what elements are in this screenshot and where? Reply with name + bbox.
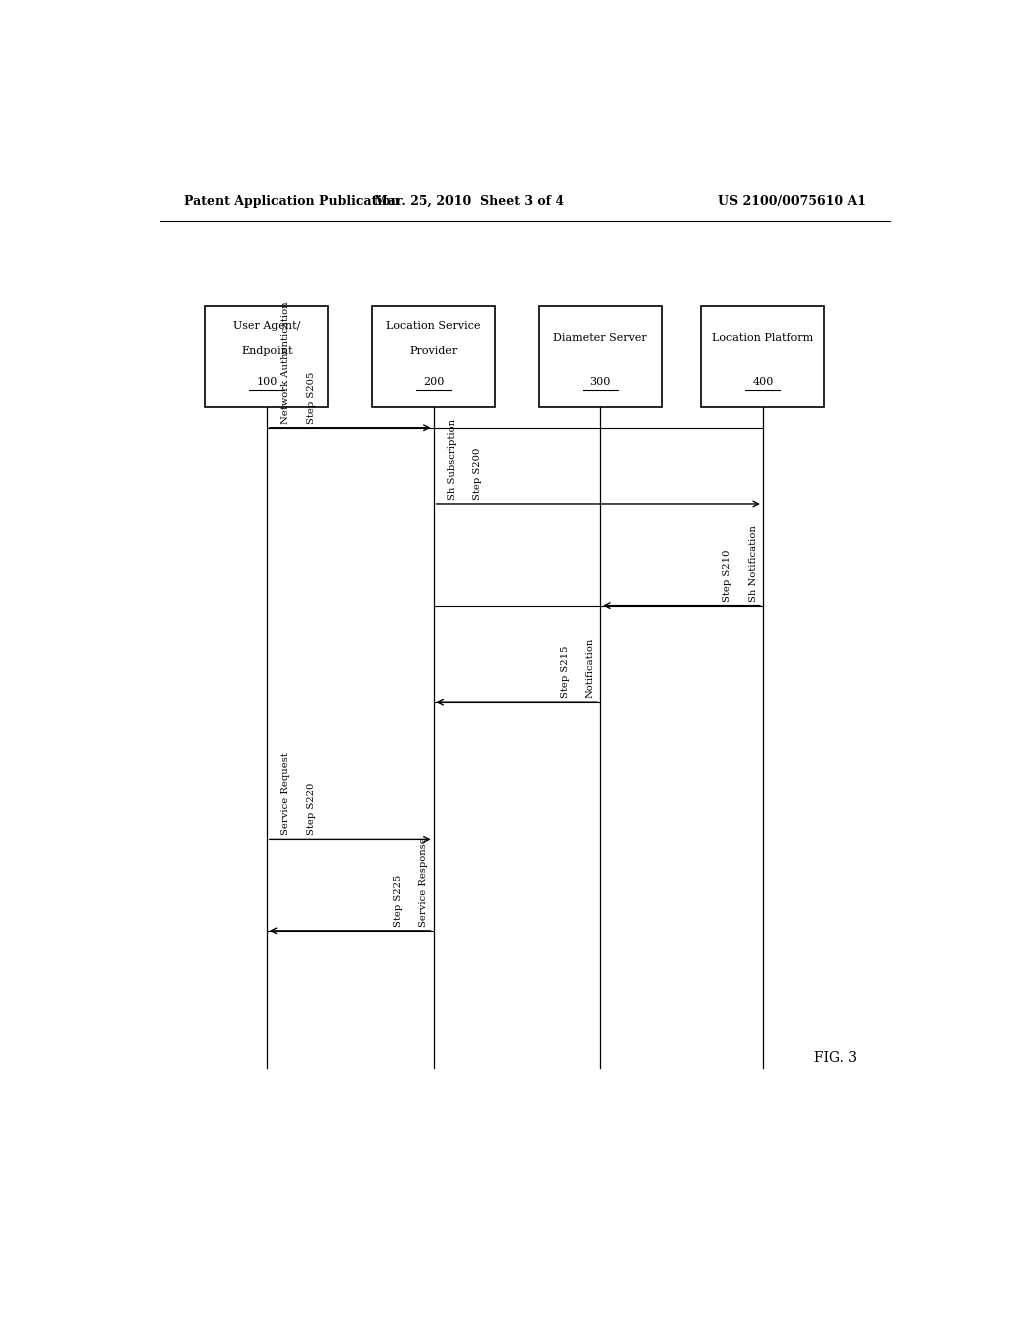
Text: Mar. 25, 2010  Sheet 3 of 4: Mar. 25, 2010 Sheet 3 of 4: [374, 194, 564, 207]
Text: Step S215: Step S215: [560, 645, 569, 698]
Text: Service Request: Service Request: [282, 752, 290, 836]
Text: Sh Notification: Sh Notification: [749, 524, 758, 602]
Text: Step S225: Step S225: [394, 874, 402, 927]
Bar: [701, 306, 824, 408]
Text: Service Response: Service Response: [419, 837, 428, 927]
Text: Step S205: Step S205: [306, 371, 315, 424]
Text: FIG. 3: FIG. 3: [814, 1051, 857, 1065]
Text: Diameter Server: Diameter Server: [553, 334, 647, 343]
Text: Step S210: Step S210: [723, 549, 732, 602]
Text: US 2100/0075610 A1: US 2100/0075610 A1: [718, 194, 866, 207]
Text: Provider: Provider: [410, 346, 458, 356]
Text: Network Authentication: Network Authentication: [282, 301, 290, 424]
Text: Endpoint: Endpoint: [241, 346, 293, 356]
Text: Step S220: Step S220: [306, 783, 315, 836]
Text: 200: 200: [423, 378, 444, 387]
Text: Location Platform: Location Platform: [713, 334, 813, 343]
Text: 100: 100: [256, 378, 278, 387]
Text: Patent Application Publication: Patent Application Publication: [183, 194, 399, 207]
Text: Step S200: Step S200: [473, 447, 482, 500]
Bar: [372, 306, 495, 408]
Text: Location Service: Location Service: [386, 321, 481, 330]
Text: 300: 300: [590, 378, 611, 387]
Text: User Agent/: User Agent/: [233, 321, 301, 330]
Text: 400: 400: [753, 378, 773, 387]
Text: Sh Subscription: Sh Subscription: [447, 418, 457, 500]
Bar: [539, 306, 662, 408]
Text: Notification: Notification: [586, 638, 595, 698]
Bar: [206, 306, 329, 408]
